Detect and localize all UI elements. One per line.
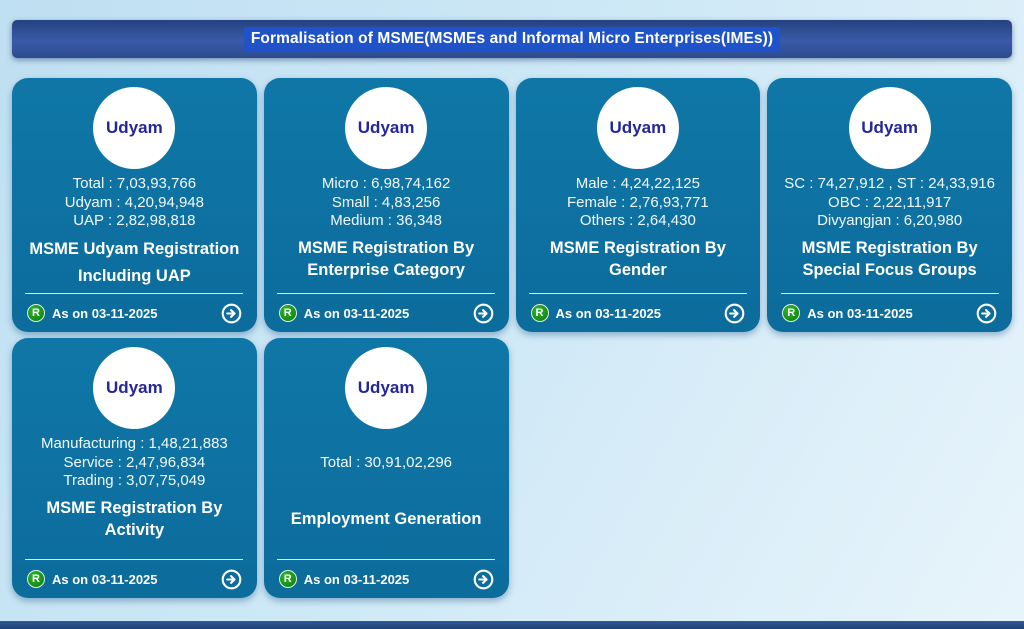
card-title: MSME Udyam Registration Including UAP [29, 240, 240, 285]
stat-line: Total : 7,03,93,766 [72, 175, 197, 193]
registered-r-icon: R [27, 570, 45, 588]
udyam-logo-label: Udyam [106, 118, 163, 137]
registered-r-icon: R [278, 304, 297, 322]
card-footer: R As on 03-11-2025 [22, 560, 247, 598]
card-title: MSME Registration By Special Focus Group… [801, 239, 978, 279]
udyam-logo: Udyam [848, 87, 931, 169]
card-footer: R As on 03-11-2025 [274, 560, 499, 598]
stat-line: UAP : 2,82,98,818 [73, 212, 196, 230]
registered-r-icon: R [27, 304, 45, 322]
arrow-circle-right-icon[interactable] [976, 303, 997, 324]
arrow-circle-right-icon[interactable] [221, 569, 242, 590]
card-stats: SC : 74,27,912 , ST : 24,33,916 OBC : 2,… [784, 175, 995, 231]
card-special-focus-groups: Udyam SC : 74,27,912 , ST : 24,33,916 OB… [767, 78, 1012, 332]
as-on-date: As on 03-11-2025 [807, 305, 913, 321]
arrow-circle-right-icon[interactable] [724, 303, 745, 324]
as-on-date: As on 03-11-2025 [555, 305, 662, 321]
card-gender: Udyam Male : 4,24,22,125 Female : 2,76,9… [515, 78, 761, 332]
card-stats: Total : 7,03,93,766 Udyam : 4,20,94,948 … [65, 175, 204, 231]
card-stats: Total : 30,91,02,296 [320, 435, 452, 491]
card-title: MSME Registration By Gender [549, 239, 726, 279]
udyam-logo-label: Udyam [357, 378, 415, 397]
card-divider [528, 293, 747, 294]
card-divider [780, 293, 999, 294]
stat-line: Trading : 3,07,75,049 [63, 472, 206, 490]
stat-line: Female : 2,76,93,771 [566, 193, 709, 211]
stat-line: Total : 30,91,02,296 [320, 453, 453, 471]
udyam-logo-label: Udyam [609, 118, 667, 137]
udyam-logo: Udyam [345, 87, 428, 169]
stat-line: Medium : 36,348 [330, 212, 442, 230]
as-on-date: As on 03-11-2025 [52, 571, 158, 587]
as-on-date: As on 03-11-2025 [303, 305, 410, 321]
bottom-bar [0, 621, 1024, 629]
arrow-circle-right-icon[interactable] [473, 303, 494, 324]
card-udyam-registration: Udyam Total : 7,03,93,766 Udyam : 4,20,9… [12, 78, 257, 332]
registered-r-icon: R [782, 304, 801, 322]
registered-r-icon: R [530, 304, 549, 322]
stat-line: Small : 4,83,256 [331, 193, 441, 211]
stat-line: Divyangjan : 6,20,980 [817, 212, 963, 230]
stat-line: Others : 2,64,430 [579, 212, 696, 230]
card-footer: R As on 03-11-2025 [526, 294, 751, 332]
udyam-logo-label: Udyam [357, 118, 415, 137]
stat-line: Manufacturing : 1,48,21,883 [40, 435, 228, 453]
udyam-logo: Udyam [596, 87, 679, 169]
udyam-logo-label: Udyam [106, 378, 163, 397]
card-divider [277, 559, 496, 560]
stat-line: SC : 74,27,912 , ST : 24,33,916 [784, 175, 995, 193]
registered-r-icon: R [278, 570, 297, 588]
udyam-logo: Udyam [93, 347, 176, 429]
stat-line: Micro : 6,98,74,162 [321, 175, 451, 193]
card-footer: R As on 03-11-2025 [274, 294, 499, 332]
card-stats: Male : 4,24,22,125 Female : 2,76,93,771 … [567, 175, 709, 231]
card-title: MSME Registration By Enterprise Category [298, 239, 475, 279]
card-employment-generation: Udyam Total : 30,91,02,296 Employment Ge… [263, 338, 509, 598]
page-title: Formalisation of MSME(MSMEs and Informal… [243, 27, 781, 51]
card-footer: R As on 03-11-2025 [777, 294, 1002, 332]
card-divider [25, 559, 244, 560]
arrow-circle-right-icon[interactable] [221, 303, 242, 324]
header-banner: Formalisation of MSME(MSMEs and Informal… [12, 20, 1012, 58]
arrow-circle-right-icon[interactable] [473, 569, 494, 590]
udyam-logo-label: Udyam [861, 118, 918, 137]
udyam-logo: Udyam [345, 347, 428, 429]
stat-line: OBC : 2,22,11,917 [828, 193, 952, 211]
card-divider [277, 293, 496, 294]
cards-grid: Udyam Total : 7,03,93,766 Udyam : 4,20,9… [12, 78, 1012, 598]
card-divider [25, 293, 244, 294]
as-on-date: As on 03-11-2025 [303, 571, 410, 587]
stat-line: Udyam : 4,20,94,948 [64, 193, 204, 211]
stat-line: Service : 2,47,96,834 [63, 453, 206, 471]
card-title: Employment Generation [290, 510, 482, 529]
card-enterprise-category: Udyam Micro : 6,98,74,162 Small : 4,83,2… [263, 78, 509, 332]
card-activity: Udyam Manufacturing : 1,48,21,883 Servic… [12, 338, 257, 598]
card-footer: R As on 03-11-2025 [22, 294, 247, 332]
card-stats: Micro : 6,98,74,162 Small : 4,83,256 Med… [322, 175, 450, 231]
card-title: MSME Registration By Activity [46, 499, 223, 539]
stat-line: Male : 4,24,22,125 [575, 175, 700, 193]
card-stats: Manufacturing : 1,48,21,883 Service : 2,… [41, 435, 228, 491]
udyam-logo: Udyam [93, 87, 176, 169]
as-on-date: As on 03-11-2025 [52, 305, 158, 321]
